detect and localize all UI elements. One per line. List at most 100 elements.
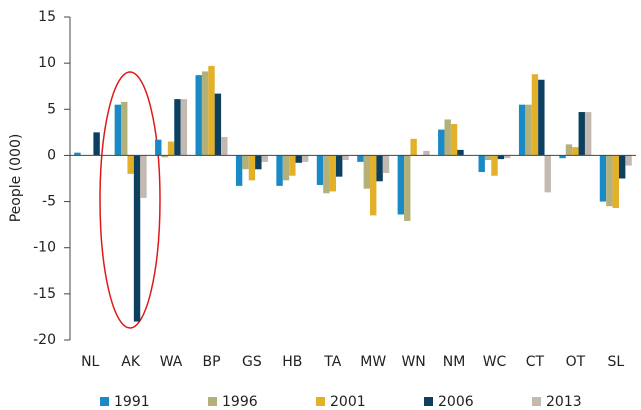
bar	[208, 65, 215, 156]
bar	[329, 155, 336, 192]
y-tick-label: 0	[47, 147, 56, 163]
y-tick-label: -20	[33, 332, 56, 348]
bar	[133, 155, 141, 322]
bar	[612, 155, 619, 209]
bar	[625, 155, 632, 166]
x-tick-label: HB	[282, 354, 302, 370]
bar	[484, 155, 492, 161]
legend-swatch	[316, 397, 325, 406]
x-tick-label: WN	[401, 354, 425, 370]
legend-label: 2006	[438, 394, 474, 410]
bar	[606, 155, 613, 207]
bar	[289, 155, 296, 176]
bar	[504, 155, 511, 159]
bar	[301, 155, 309, 162]
bar	[282, 155, 290, 181]
x-tick-label: WC	[483, 354, 507, 370]
y-tick-label: -15	[33, 286, 56, 302]
x-tick-label: OT	[566, 354, 586, 370]
bar	[497, 155, 505, 160]
legend-swatch	[424, 397, 433, 406]
y-tick-label: 5	[47, 101, 56, 117]
bar	[450, 124, 458, 156]
bar	[180, 99, 188, 156]
bar	[74, 152, 81, 156]
bar	[410, 138, 417, 156]
bar	[491, 155, 498, 176]
bar	[578, 112, 585, 156]
bar	[174, 99, 181, 156]
x-tick-label: CT	[526, 354, 545, 370]
bar	[444, 119, 451, 156]
x-tick-label: NM	[443, 354, 466, 370]
bar	[242, 155, 249, 170]
x-tick-label: SL	[607, 354, 624, 370]
y-tick-label: -5	[42, 194, 56, 210]
highlight-ellipse	[99, 71, 161, 329]
bar	[93, 132, 100, 156]
legend-label: 2013	[546, 394, 582, 410]
bar	[538, 79, 545, 156]
bar	[155, 139, 162, 156]
bar	[248, 155, 256, 181]
y-tick-label: 10	[38, 55, 56, 71]
bar	[525, 104, 532, 156]
bar	[114, 104, 122, 156]
bar	[195, 75, 202, 156]
bar	[342, 155, 349, 161]
bar	[357, 155, 364, 162]
bar	[121, 101, 128, 156]
bar	[363, 155, 371, 189]
bar	[221, 136, 228, 156]
bar	[404, 155, 411, 221]
legend-swatch	[208, 397, 217, 406]
bar	[423, 150, 430, 156]
bar	[255, 155, 262, 170]
x-tick-label: GS	[242, 354, 262, 370]
y-tick-label: 15	[38, 9, 56, 25]
bar	[323, 155, 330, 194]
bar	[478, 155, 485, 173]
bar	[376, 155, 383, 182]
bar	[531, 74, 539, 156]
bar	[276, 155, 283, 186]
x-tick-label: BP	[202, 354, 220, 370]
bar	[167, 141, 175, 156]
bar	[599, 155, 607, 202]
legend-label: 1996	[222, 394, 258, 410]
legend-swatch	[100, 397, 109, 406]
bar	[335, 155, 343, 177]
bar	[214, 93, 222, 156]
bar	[370, 155, 377, 216]
bar	[618, 155, 626, 179]
bar	[161, 155, 168, 158]
y-axis-label: People (000)	[8, 134, 24, 223]
x-tick-label: AK	[121, 354, 141, 370]
bar	[316, 155, 324, 185]
bar	[140, 155, 147, 198]
bar	[261, 155, 268, 162]
bar	[201, 71, 209, 156]
x-tick-label: TA	[323, 354, 341, 370]
bar	[518, 104, 526, 156]
bar	[559, 155, 566, 159]
legend-label: 1991	[114, 394, 150, 410]
bar	[397, 155, 405, 215]
bar	[584, 112, 592, 156]
bar	[382, 155, 390, 173]
bar	[127, 155, 134, 174]
x-tick-label: NL	[81, 354, 99, 370]
legend-swatch	[532, 397, 541, 406]
bar	[235, 155, 243, 186]
x-tick-label: WA	[160, 354, 183, 370]
bar	[572, 147, 579, 156]
legend-label: 2001	[330, 394, 366, 410]
bar	[544, 155, 551, 193]
bar	[457, 149, 464, 156]
y-tick-label: -10	[33, 240, 56, 256]
bar	[438, 129, 445, 156]
bar	[295, 155, 302, 163]
bar	[565, 144, 573, 156]
x-tick-label: MW	[360, 354, 386, 370]
